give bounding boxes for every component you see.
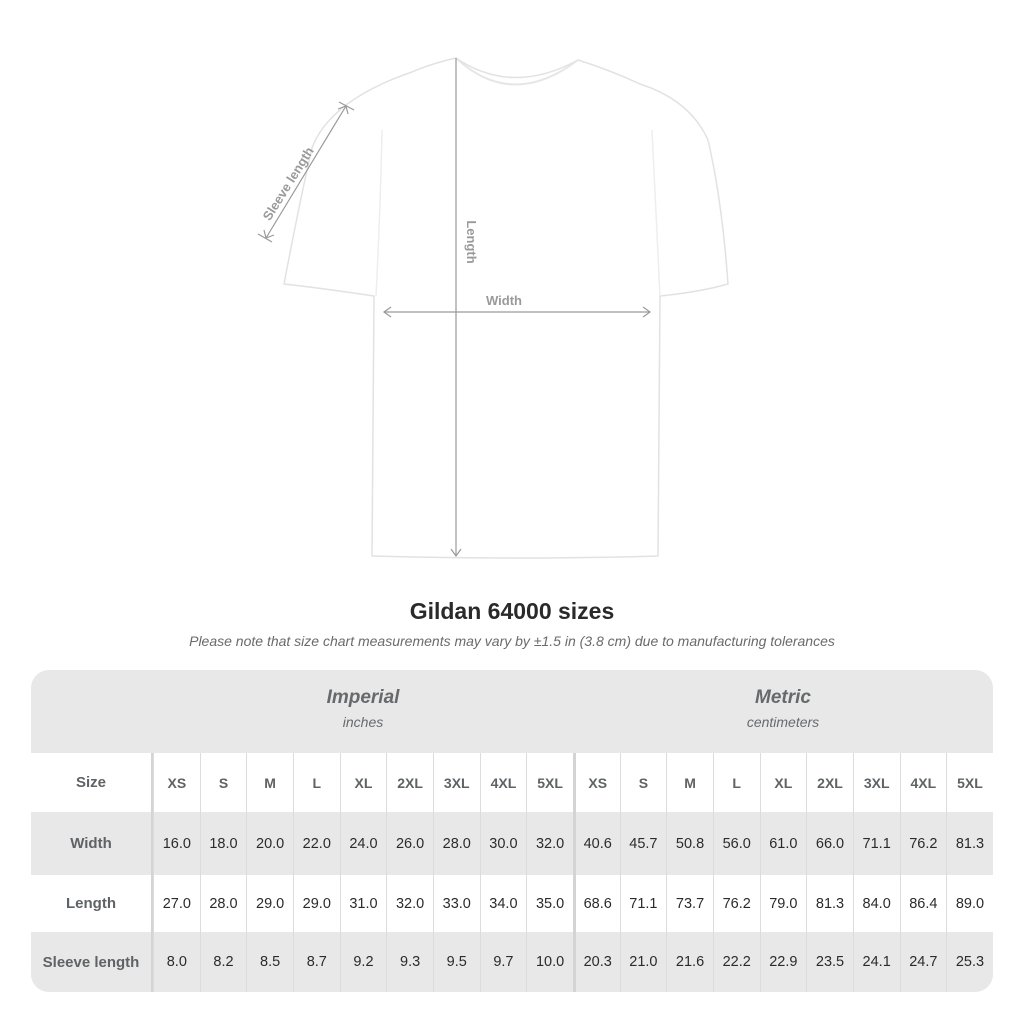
length-label: Length [464, 220, 479, 263]
size-metric-header: M [666, 753, 713, 812]
imperial-value: 9.3 [386, 932, 433, 992]
imperial-value: 29.0 [292, 875, 340, 932]
imperial-value: 27.0 [153, 875, 200, 932]
metric-value: 22.2 [712, 932, 760, 992]
imperial-value: 26.0 [386, 812, 433, 875]
metric-unit: centimeters [746, 714, 820, 730]
imperial-value: 18.0 [199, 812, 247, 875]
imperial-value: 22.0 [292, 812, 340, 875]
size-imperial-header: XS [153, 753, 200, 812]
imperial-title: Imperial [326, 687, 400, 708]
metric-value: 21.0 [619, 932, 667, 992]
imperial-value: 8.2 [199, 932, 247, 992]
metric-value: 23.5 [806, 932, 853, 992]
size-metric-header: 3XL [852, 753, 900, 812]
metric-value: 68.6 [572, 875, 620, 932]
metric-value: 56.0 [712, 812, 760, 875]
imperial-value: 32.0 [526, 812, 573, 875]
row-label: Sleeve length [31, 932, 153, 992]
table-row: Sleeve length 8.0 8.2 8.5 8.7 9.2 9.3 9.5 9.7 10.… [31, 932, 993, 992]
size-imperial-header: XL [339, 753, 387, 812]
metric-value: 71.1 [852, 812, 900, 875]
chart-title: Gildan 64000 sizes [409, 598, 615, 624]
imperial-value: 28.0 [432, 812, 480, 875]
imperial-value: 9.5 [432, 932, 480, 992]
imperial-value: 28.0 [199, 875, 247, 932]
imperial-value: 24.0 [339, 812, 387, 875]
imperial-header: Imperial inches [153, 670, 573, 753]
metric-value: 20.3 [572, 932, 620, 992]
imperial-value: 33.0 [432, 875, 480, 932]
imperial-value: 34.0 [479, 875, 527, 932]
metric-value: 50.8 [666, 812, 713, 875]
imperial-value: 9.2 [339, 932, 387, 992]
metric-value: 79.0 [759, 875, 807, 932]
table-row: Width 16.0 18.0 20.0 22.0 24.0 26.0 28.0 30.0 32.… [31, 812, 993, 875]
row-label: Width [31, 812, 153, 875]
size-imperial-header: M [246, 753, 293, 812]
imperial-value: 35.0 [526, 875, 573, 932]
imperial-value: 8.7 [292, 932, 340, 992]
metric-value: 61.0 [759, 812, 807, 875]
metric-header: Metric centimeters [573, 670, 993, 753]
imperial-value: 30.0 [479, 812, 527, 875]
metric-value: 89.0 [946, 875, 993, 932]
imperial-value: 8.5 [246, 932, 293, 992]
size-metric-header: 2XL [806, 753, 853, 812]
metric-value: 22.9 [759, 932, 807, 992]
metric-value: 86.4 [899, 875, 947, 932]
tshirt-diagram: Sleeve length Length Width [257, 57, 729, 559]
tshirt-shape [283, 57, 729, 559]
imperial-unit: inches [342, 714, 384, 730]
metric-value: 71.1 [619, 875, 667, 932]
imperial-value: 20.0 [246, 812, 293, 875]
size-imperial-header: 2XL [386, 753, 433, 812]
imperial-value: 9.7 [479, 932, 527, 992]
metric-value: 45.7 [619, 812, 667, 875]
metric-value: 81.3 [946, 812, 993, 875]
size-metric-header: 5XL [946, 753, 993, 812]
metric-title: Metric [755, 687, 811, 708]
metric-value: 84.0 [852, 875, 900, 932]
metric-value: 76.2 [899, 812, 947, 875]
size-metric-header: 4XL [899, 753, 947, 812]
row-label: Length [31, 875, 153, 932]
row-label: Size [31, 753, 153, 812]
size-metric-header: L [712, 753, 760, 812]
size-imperial-header: L [292, 753, 340, 812]
size-imperial-header: 4XL [479, 753, 527, 812]
size-metric-header: XS [572, 753, 620, 812]
metric-value: 24.7 [899, 932, 947, 992]
imperial-value: 32.0 [386, 875, 433, 932]
width-label: Width [486, 293, 522, 308]
metric-value: 24.1 [852, 932, 900, 992]
size-imperial-header: 3XL [432, 753, 480, 812]
size-imperial-header: S [199, 753, 247, 812]
metric-value: 21.6 [666, 932, 713, 992]
metric-value: 81.3 [806, 875, 853, 932]
imperial-value: 10.0 [526, 932, 573, 992]
imperial-value: 16.0 [153, 812, 200, 875]
imperial-value: 31.0 [339, 875, 387, 932]
metric-value: 73.7 [666, 875, 713, 932]
imperial-value: 8.0 [153, 932, 200, 992]
imperial-value: 29.0 [246, 875, 293, 932]
size-header-row: Size XS S M L XL 2XL 3XL 4XL 5XL XS S M L XL 2XL 3XL 4XL 5… [31, 753, 993, 812]
size-metric-header: XL [759, 753, 807, 812]
metric-value: 40.6 [572, 812, 620, 875]
tolerance-note: Please note that size chart measurements… [189, 633, 835, 649]
metric-value: 66.0 [806, 812, 853, 875]
sleeve-arrow [265, 105, 347, 239]
size-table: Imperial inches Metric centimeters Size X… [31, 670, 993, 992]
size-imperial-header: 5XL [526, 753, 573, 812]
size-metric-header: S [619, 753, 667, 812]
metric-value: 25.3 [946, 932, 993, 992]
table-row: Length 27.0 28.0 29.0 29.0 31.0 32.0 33.0 34.0 35… [31, 875, 993, 932]
metric-value: 76.2 [712, 875, 760, 932]
